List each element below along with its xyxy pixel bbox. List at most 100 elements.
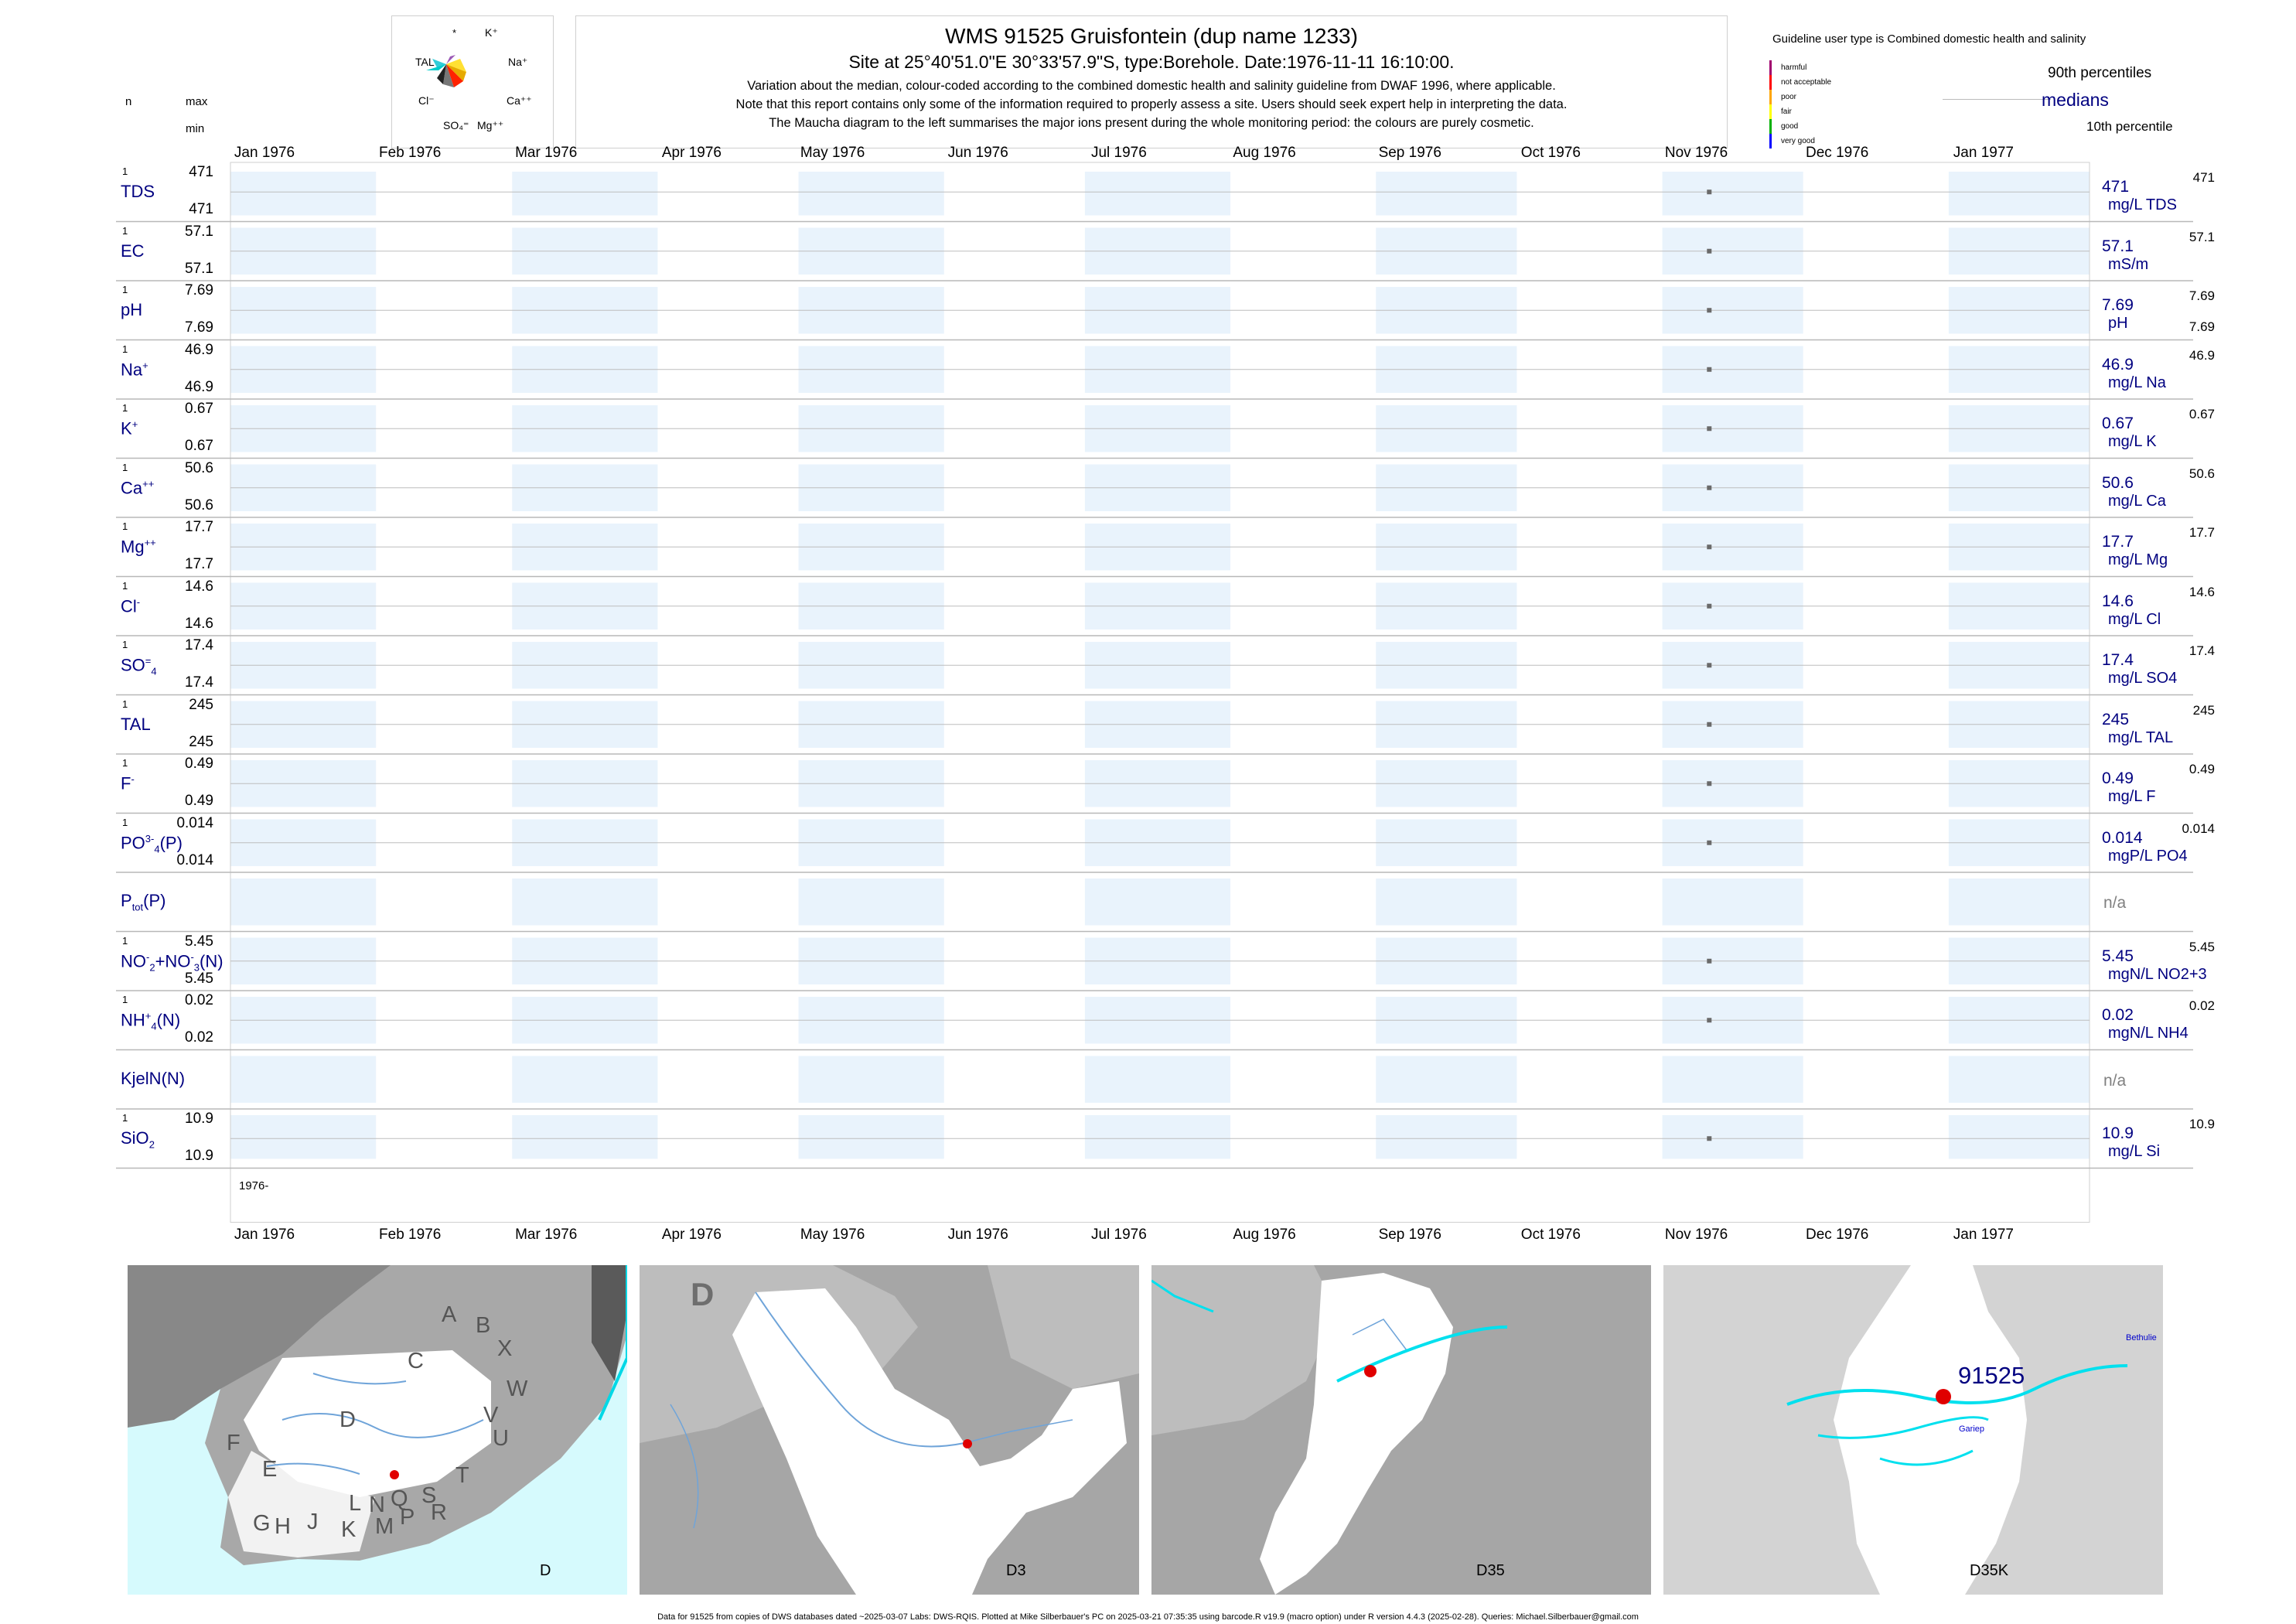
map-d3: D D3 [640,1265,1139,1595]
map-d-region-letter: C [408,1349,424,1373]
map-d35k-label: D35K [1970,1562,2009,1579]
month-label-bottom: Apr 1976 [661,1227,722,1243]
param-n: 1 [122,934,128,947]
map-d35k-site-marker [1936,1389,1951,1404]
param-name: Ptot(P) [121,891,166,913]
param-unit: mg/L TDS [2108,196,2177,213]
bottom-year-label: 1976- [239,1179,269,1192]
data-point-ca [1707,485,1712,490]
param-n: 1 [122,1112,128,1124]
month-label-bottom: Sep 1976 [1378,1227,1441,1243]
param-median: 0.49 [2102,769,2134,787]
param-max: 5.45 [185,933,213,950]
param-name: Ca++ [121,477,155,497]
param-median: 0.02 [2102,1006,2134,1024]
param-unit: mg/L F [2108,788,2156,805]
param-median: 57.1 [2102,237,2134,255]
param-max: 0.67 [185,401,213,417]
param-max: 14.6 [185,578,213,595]
param-median: 17.7 [2102,533,2134,551]
param-max: 57.1 [185,223,213,240]
param-min: 7.69 [185,319,213,336]
note-line-1: Variation about the median, colour-coded… [747,79,1556,93]
param-p90: 0.014 [2182,821,2215,836]
map-d-region-letter: T [455,1463,469,1488]
data-point-tds [1707,189,1712,195]
legend-label: good [1781,122,1799,131]
chart-panel [116,162,2193,1223]
legend-swatch [1769,90,1772,104]
map-d-region-letter: J [307,1510,319,1534]
maucha-label-so4: SO₄⁼ [443,119,469,131]
param-min: 0.67 [185,438,213,454]
month-label-bottom: Jul 1976 [1090,1227,1147,1243]
param-n: 1 [122,639,128,650]
data-point-cl [1707,603,1712,609]
legend-p90: 90th percentiles [2048,65,2152,81]
map-d3-site-marker [963,1439,972,1448]
param-name: NO-2+NO-3(N) [121,950,223,974]
param-max: 471 [189,164,213,180]
param-max: 17.7 [185,519,213,535]
param-max: 245 [189,696,213,713]
param-name: F- [121,773,135,793]
month-label-bottom: Jun 1976 [947,1227,1008,1243]
maucha-label-tal: TAL [415,56,435,68]
month-label-top: Jun 1976 [947,145,1008,161]
param-p90: 57.1 [2189,229,2215,244]
data-point-na [1707,367,1712,372]
param-min: 5.45 [185,970,213,987]
param-name: TDS [121,182,155,201]
month-label-top: Dec 1976 [1806,145,1869,161]
legend-medians: medians [2042,90,2109,110]
param-p90: 0.02 [2189,998,2215,1013]
param-n: 1 [122,461,128,473]
map-d-region-letter: N [369,1493,385,1517]
month-label-bottom: Feb 1976 [379,1227,442,1243]
legend-median-line [1943,99,2051,100]
legend-label: harmful [1781,63,1807,72]
param-na: n/a [2103,1071,2127,1090]
param-min: 0.014 [176,851,213,868]
param-p90: 46.9 [2189,347,2215,363]
map-d35k-place-gariep: Gariep [1959,1424,1985,1434]
page-title: WMS 91525 Gruisfontein (dup name 1233) [945,24,1358,48]
param-median: 14.6 [2102,592,2134,610]
month-label-top: Aug 1976 [1233,145,1296,161]
map-d-region-letter: K [341,1517,357,1542]
param-median: 50.6 [2102,473,2134,492]
param-unit: mS/m [2108,255,2149,273]
month-label-bottom: Jan 1976 [234,1227,295,1243]
param-n: 1 [122,994,128,1005]
param-median: 0.67 [2102,415,2134,432]
map-d35-site-marker [1364,1365,1377,1377]
data-point-f [1707,781,1712,786]
map-d35k-site-id: 91525 [1958,1362,2025,1389]
param-median: 46.9 [2102,355,2134,374]
param-unit: mgN/L NH4 [2108,1025,2189,1042]
map-d-region-letter: M [375,1514,394,1539]
legend-category: not acceptable [1769,75,1831,90]
param-p90: 245 [2192,702,2215,718]
data-point-ph [1707,308,1712,313]
param-n: 1 [122,816,128,828]
param-unit: mg/L Si [2108,1143,2161,1160]
map-d-label: D [540,1562,551,1579]
month-label-top: Jul 1976 [1090,145,1147,161]
maucha-label-star: * [452,27,456,39]
month-label-bottom: Aug 1976 [1233,1227,1296,1243]
map-d-region-letter: F [227,1431,241,1455]
param-min: 50.6 [185,496,213,513]
plot-frame [230,162,2090,1223]
param-min: 471 [189,201,213,217]
param-na: n/a [2103,894,2127,912]
param-min: 10.9 [185,1148,213,1164]
param-p90: 0.49 [2189,762,2215,776]
legend-swatch [1769,134,1772,148]
param-min: 17.4 [185,674,213,691]
param-name: pH [121,300,143,319]
month-label-bottom: Oct 1976 [1520,1227,1581,1243]
param-p90: 14.6 [2189,584,2215,599]
map-d35k: 91525 Bethulie Gariep D35K [1663,1265,2163,1595]
param-median: 0.014 [2102,828,2143,847]
